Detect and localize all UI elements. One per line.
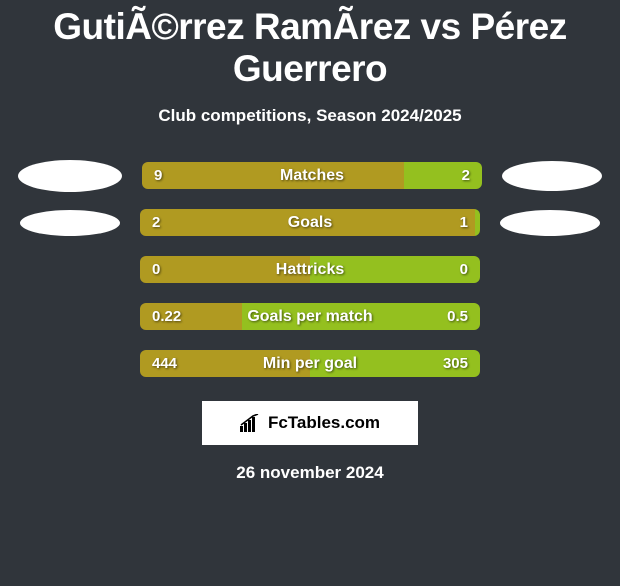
- player-right-avatar: [502, 161, 602, 191]
- logo-text: FcTables.com: [268, 413, 380, 433]
- date-text: 26 november 2024: [0, 463, 620, 483]
- stat-value-left: 444: [152, 350, 177, 377]
- stat-bar: 0 Hattricks 0: [140, 256, 480, 283]
- stat-bar: 2 Goals 1: [140, 209, 480, 236]
- player-left-avatar: [20, 210, 120, 236]
- stat-value-left: 2: [152, 209, 160, 236]
- stat-value-right: 305: [443, 350, 468, 377]
- stat-label: Min per goal: [263, 350, 357, 377]
- page-subtitle: Club competitions, Season 2024/2025: [0, 106, 620, 126]
- stat-rows: 9 Matches 2 2 Goals 1 0 Hattricks 0 0.22 Goals per…: [0, 162, 620, 377]
- stat-value-left: 0: [152, 256, 160, 283]
- stat-value-right: 0.5: [447, 303, 468, 330]
- stat-bar: 9 Matches 2: [142, 162, 482, 189]
- stat-value-right: 0: [460, 256, 468, 283]
- stat-label: Goals: [288, 209, 332, 236]
- stat-bar-right: [404, 162, 482, 189]
- stat-row: 0.22 Goals per match 0.5: [0, 303, 620, 330]
- stat-label: Hattricks: [276, 256, 344, 283]
- stat-label: Matches: [280, 162, 344, 189]
- stat-bar: 0.22 Goals per match 0.5: [140, 303, 480, 330]
- stat-value-left: 9: [154, 162, 162, 189]
- stat-bar: 444 Min per goal 305: [140, 350, 480, 377]
- stat-value-right: 2: [462, 162, 470, 189]
- player-left-avatar: [18, 160, 122, 192]
- logo-bar-icon: [240, 414, 262, 432]
- stat-value-left: 0.22: [152, 303, 181, 330]
- player-right-avatar: [500, 210, 600, 236]
- source-logo: FcTables.com: [202, 401, 418, 445]
- stat-bar-left: [142, 162, 404, 189]
- stat-row: 2 Goals 1: [0, 209, 620, 236]
- stat-bar-right: [475, 209, 480, 236]
- stat-label: Goals per match: [247, 303, 372, 330]
- stat-row: 9 Matches 2: [0, 162, 620, 189]
- stat-value-right: 1: [460, 209, 468, 236]
- stat-row: 444 Min per goal 305: [0, 350, 620, 377]
- page-title: GutiÃ©rrez RamÃ­rez vs Pérez Guerrero: [0, 6, 620, 90]
- stat-row: 0 Hattricks 0: [0, 256, 620, 283]
